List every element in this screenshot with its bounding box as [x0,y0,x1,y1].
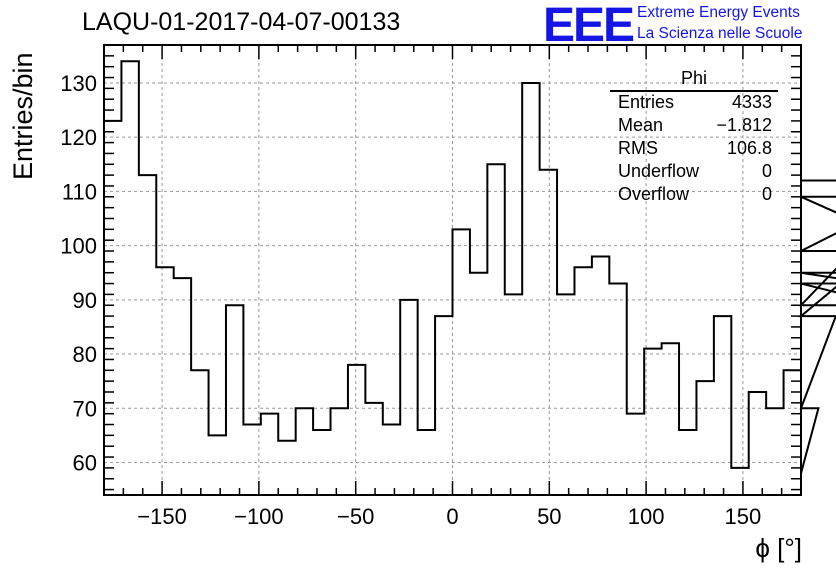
stats-row-mean: Mean −1.812 [610,115,778,138]
histogram-bin [784,370,801,495]
stats-value: 0 [761,161,772,181]
x-tick-label: −50 [337,504,374,529]
stats-value: 4333 [731,92,772,112]
histogram-bin [679,430,696,495]
stats-row-entries: Entries 4333 [610,92,778,115]
histogram-bin [104,121,121,495]
histogram-bin [435,316,452,495]
x-tick-label: 0 [446,504,458,529]
histogram-bin [226,305,243,495]
histogram-bin [174,278,191,495]
stats-label: RMS [618,138,658,158]
histogram-bin [557,294,574,495]
histogram-bin [365,403,382,495]
histogram-bin [505,294,522,495]
histogram-bin [487,164,504,495]
stats-box: Phi Entries 4333 Mean −1.812 RMS 106.8 U… [610,68,778,207]
histogram-bin [278,441,295,495]
histogram-bin [296,408,313,495]
y-tick-label: 60 [73,450,97,475]
stats-label: Underflow [618,161,700,181]
histogram-bin [714,316,731,495]
histogram-bin [540,170,557,495]
histogram-bin [209,435,226,495]
histogram-bin [121,61,138,495]
histogram-bin [348,365,365,495]
y-tick-label: 80 [73,342,97,367]
histogram-bin [662,343,679,495]
stats-label: Mean [618,115,664,135]
logo-line-1: Extreme Energy Events [637,4,800,21]
x-tick-label: −100 [234,504,284,529]
histogram-bin [191,370,208,495]
y-tick-label: 120 [60,125,97,150]
histogram-bin [522,83,539,495]
x-tick-label: −150 [137,504,187,529]
histogram-bin [261,414,278,495]
stats-value: 0 [761,184,772,204]
histogram-bin [749,392,766,495]
histogram-bin [731,468,748,495]
stats-box-title: Phi [610,68,778,92]
x-axis-label: ϕ [°] [755,533,802,563]
eee-logo: EEE [543,0,635,52]
histogram-bin [453,229,470,495]
stats-label: Overflow [618,184,690,204]
histogram-bin [644,349,661,495]
histogram-bin [574,267,591,495]
histogram-bin [156,267,173,495]
histogram-bin [766,408,783,495]
x-tick-label: 150 [725,504,762,529]
histogram-bin [609,284,626,495]
logo-line-2: La Scienza nelle Scuole [637,25,803,42]
y-tick-label: 70 [73,396,97,421]
histogram-bin [696,381,713,495]
histogram-bin [592,256,609,495]
histogram-bin [139,175,156,495]
y-tick-label: 110 [62,179,97,204]
histogram-bin [313,430,330,495]
histogram-bin [400,300,417,495]
y-tick-label: 100 [60,234,97,259]
stats-label: Entries [618,92,675,112]
x-tick-label: 100 [628,504,665,529]
y-tick-label: 130 [60,71,97,96]
stats-value: −1.812 [716,115,772,135]
stats-row-overflow: Overflow 0 [610,184,778,207]
stats-row-rms: RMS 106.8 [610,138,778,161]
histogram-bin [627,414,644,495]
histogram-bin [383,425,400,495]
x-tick-label: 50 [537,504,561,529]
histogram-bin [418,430,435,495]
chart-title: LAQU-01-2017-04-07-00133 [82,8,401,36]
histogram-bin [331,408,348,495]
y-axis-label: Entries/bin [8,52,38,180]
stats-value: 106.8 [726,138,772,158]
y-tick-label: 90 [73,288,97,313]
stats-row-underflow: Underflow 0 [610,161,778,184]
histogram-bin [470,273,487,495]
